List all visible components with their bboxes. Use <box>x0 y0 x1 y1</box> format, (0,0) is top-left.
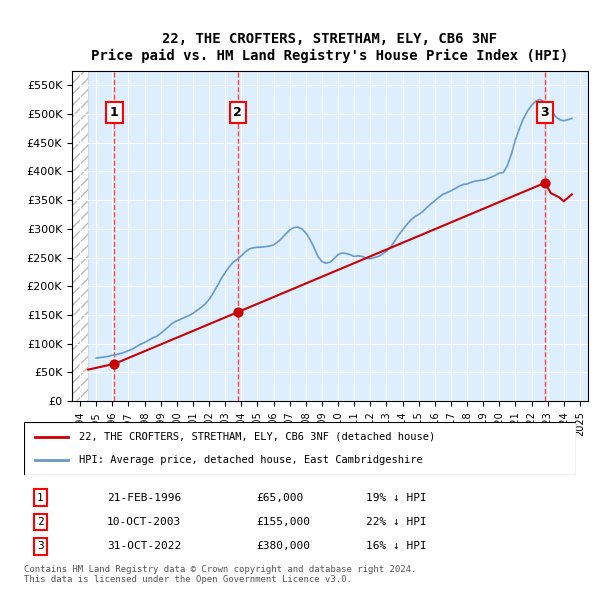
Text: 31-OCT-2022: 31-OCT-2022 <box>107 542 181 552</box>
Text: 22% ↓ HPI: 22% ↓ HPI <box>366 517 427 527</box>
Text: 3: 3 <box>37 542 44 552</box>
Title: 22, THE CROFTERS, STRETHAM, ELY, CB6 3NF
Price paid vs. HM Land Registry's House: 22, THE CROFTERS, STRETHAM, ELY, CB6 3NF… <box>91 32 569 63</box>
Text: 3: 3 <box>541 106 549 119</box>
Text: 1: 1 <box>37 493 44 503</box>
Bar <box>72 71 88 401</box>
Text: 16% ↓ HPI: 16% ↓ HPI <box>366 542 427 552</box>
Point <box>233 307 242 317</box>
Text: HPI: Average price, detached house, East Cambridgeshire: HPI: Average price, detached house, East… <box>79 455 423 465</box>
Text: 2: 2 <box>37 517 44 527</box>
Text: 22, THE CROFTERS, STRETHAM, ELY, CB6 3NF (detached house): 22, THE CROFTERS, STRETHAM, ELY, CB6 3NF… <box>79 432 436 442</box>
Text: 2: 2 <box>233 106 242 119</box>
Text: £65,000: £65,000 <box>256 493 303 503</box>
Text: Contains HM Land Registry data © Crown copyright and database right 2024.
This d: Contains HM Land Registry data © Crown c… <box>24 565 416 584</box>
Text: 19% ↓ HPI: 19% ↓ HPI <box>366 493 427 503</box>
Point <box>540 178 550 188</box>
Text: £380,000: £380,000 <box>256 542 310 552</box>
Text: 10-OCT-2003: 10-OCT-2003 <box>107 517 181 527</box>
Point <box>110 359 119 369</box>
Text: £155,000: £155,000 <box>256 517 310 527</box>
Text: 21-FEB-1996: 21-FEB-1996 <box>107 493 181 503</box>
Text: 1: 1 <box>110 106 119 119</box>
FancyBboxPatch shape <box>24 422 576 475</box>
Bar <box>72 71 88 401</box>
